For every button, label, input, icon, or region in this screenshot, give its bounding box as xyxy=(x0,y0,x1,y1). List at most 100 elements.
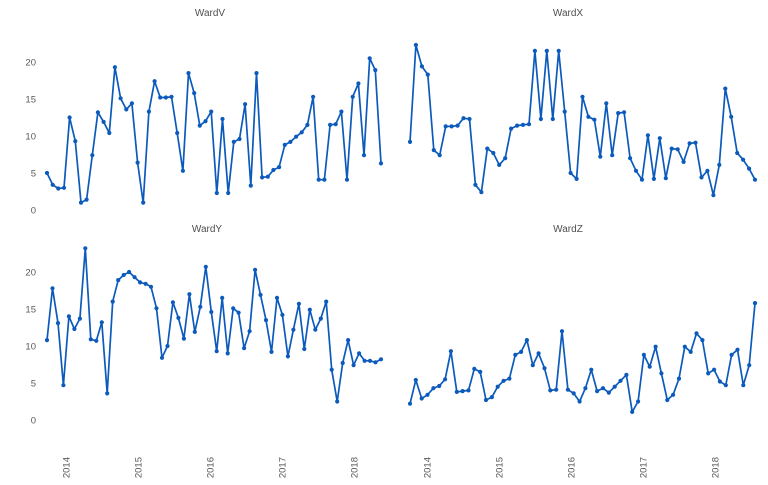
chart-title-wardv: WardV xyxy=(195,8,226,19)
data-point xyxy=(170,300,175,305)
data-point xyxy=(717,379,723,384)
data-point xyxy=(466,388,471,393)
data-point xyxy=(532,48,538,54)
data-point xyxy=(44,170,50,176)
data-point xyxy=(419,64,424,69)
data-point xyxy=(461,116,466,121)
y-tick-label: 0 xyxy=(31,416,36,427)
data-point xyxy=(181,336,186,341)
data-point xyxy=(507,376,512,381)
data-point xyxy=(443,377,448,382)
data-point xyxy=(318,316,323,321)
data-point xyxy=(616,111,621,116)
data-point xyxy=(296,301,301,306)
data-point xyxy=(565,387,571,392)
x-tick-label: 2014 xyxy=(423,457,434,478)
data-point xyxy=(154,306,159,311)
data-point xyxy=(443,124,448,129)
data-point xyxy=(536,351,541,356)
series-line xyxy=(46,247,382,403)
data-point xyxy=(636,399,641,404)
data-point xyxy=(706,371,711,376)
data-point xyxy=(203,264,208,269)
data-point xyxy=(554,387,559,392)
data-point xyxy=(180,168,185,173)
y-tick-label: 5 xyxy=(31,169,36,180)
data-point xyxy=(84,197,89,202)
data-point xyxy=(485,146,490,151)
data-point xyxy=(346,338,351,343)
y-tick-label: 20 xyxy=(25,58,36,69)
data-point xyxy=(350,94,355,99)
data-point xyxy=(135,160,140,165)
data-point xyxy=(589,367,594,372)
data-point xyxy=(598,154,603,159)
data-point xyxy=(209,309,214,315)
data-point xyxy=(675,147,680,152)
data-point xyxy=(305,122,310,127)
chart-title-wardz: WardZ xyxy=(553,224,583,235)
data-point xyxy=(671,392,676,397)
data-point xyxy=(378,161,384,166)
x-tick-label: 2016 xyxy=(567,457,578,478)
data-point xyxy=(651,176,657,181)
chart-wardz: 2014 2015 2016 2017 2018 xyxy=(407,301,758,478)
data-point xyxy=(220,295,225,300)
data-point xyxy=(357,351,362,356)
y-tick-label: 5 xyxy=(31,379,36,390)
data-point xyxy=(556,48,561,54)
data-point xyxy=(610,153,615,158)
data-point xyxy=(473,182,478,187)
data-point xyxy=(56,186,61,191)
data-point xyxy=(214,190,219,196)
data-point xyxy=(248,183,253,188)
data-point xyxy=(299,130,304,135)
data-point xyxy=(604,101,609,106)
data-point xyxy=(681,159,686,164)
data-point xyxy=(586,114,591,119)
x-tick-label: 2016 xyxy=(206,457,217,478)
chart-title-wardx: WardX xyxy=(553,8,584,19)
data-point xyxy=(711,193,716,198)
data-point xyxy=(645,133,651,138)
data-point xyxy=(50,286,55,291)
data-point xyxy=(231,306,236,311)
x-tick-label: 2018 xyxy=(711,457,722,478)
data-point xyxy=(328,122,333,127)
data-point xyxy=(209,109,214,114)
data-point xyxy=(220,116,225,122)
chart-title-wardy: WardY xyxy=(192,224,223,235)
data-point xyxy=(66,314,71,319)
series-line xyxy=(409,44,756,197)
data-point xyxy=(606,390,611,395)
data-point xyxy=(118,96,123,101)
data-point xyxy=(735,150,740,156)
data-point xyxy=(489,395,494,400)
data-point xyxy=(747,363,752,368)
data-point xyxy=(169,94,174,99)
data-point xyxy=(192,329,197,334)
data-point xyxy=(647,364,652,369)
data-point xyxy=(431,386,436,391)
data-point xyxy=(491,150,496,156)
data-point xyxy=(88,337,93,342)
data-point xyxy=(448,349,453,354)
data-point xyxy=(83,246,88,251)
data-point xyxy=(729,352,734,357)
y-tick-label: 0 xyxy=(31,206,36,217)
data-point xyxy=(503,156,508,161)
data-point xyxy=(132,275,137,280)
data-point xyxy=(407,139,413,144)
data-point xyxy=(735,347,740,352)
data-point xyxy=(729,114,734,119)
data-point xyxy=(288,139,293,144)
data-point xyxy=(479,190,484,195)
data-point xyxy=(78,200,84,205)
data-point xyxy=(175,130,180,136)
data-point xyxy=(425,72,430,77)
data-point xyxy=(159,355,165,360)
data-point xyxy=(515,123,520,128)
data-point xyxy=(538,116,544,122)
data-point xyxy=(263,318,269,323)
